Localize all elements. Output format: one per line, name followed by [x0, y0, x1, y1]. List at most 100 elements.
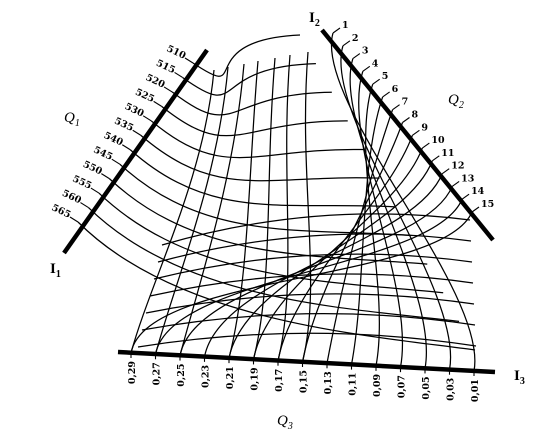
grid-curve-i1 [140, 134, 380, 182]
grid-curve-i1 [98, 192, 444, 294]
tick-label-I2: 4 [372, 58, 379, 69]
axis-I2 [320, 28, 495, 242]
tick-I2-12 [441, 168, 450, 175]
tick-I2-3 [352, 53, 361, 60]
tick-I2-15 [471, 206, 480, 213]
tick-I1-530 [142, 115, 152, 122]
tick-label-I1: 525 [133, 87, 156, 105]
tick-I1-540 [121, 144, 131, 151]
grid-curve-arc [157, 233, 472, 263]
tick-label-I2: 10 [431, 135, 445, 146]
grid-curve-i2 [350, 96, 384, 365]
tick-label-I2: 3 [362, 46, 369, 57]
grid-curve-vertical [130, 69, 215, 354]
tick-label-I1: 550 [81, 159, 104, 178]
grid-curve-arc [153, 253, 473, 280]
tick-label-I3: 0,19 [250, 367, 261, 391]
axis-label-Q2: Q2 [448, 92, 464, 111]
grid-curve-arc [137, 332, 477, 348]
grid-curve-i1 [108, 178, 428, 265]
tick-label-I1: 545 [92, 145, 115, 163]
grid-curve-i2 [358, 71, 404, 368]
tick-label-I1: 520 [144, 72, 167, 91]
grid-curve-vertical [277, 54, 291, 361]
tick-label-I2: 1 [342, 20, 349, 31]
tick-label-I3: 0,27 [152, 362, 163, 385]
tick-label-I2: 7 [402, 97, 409, 108]
grid-curve-i1 [119, 163, 412, 237]
grid-curve-vertical [252, 57, 276, 360]
tick-label-I3: 0,05 [421, 376, 432, 399]
tick-label-I2: 11 [441, 148, 454, 159]
scale-ticks [69, 27, 480, 376]
grid-curve-i1 [129, 149, 396, 208]
tick-label-I3: 0,29 [127, 361, 138, 385]
tick-label-I3: 0,13 [323, 371, 334, 394]
tick-label-I2: 12 [451, 161, 464, 172]
grid-curve-i1 [192, 34, 301, 77]
axis-label-Q3: Q3 [277, 413, 293, 432]
grid-curve-i2 [365, 83, 381, 366]
tick-I1-560 [80, 202, 89, 209]
grid-curve-arc [161, 213, 471, 246]
tick-I2-7 [392, 104, 400, 111]
grid-curve-i1 [150, 120, 364, 159]
grid-curve-i2 [130, 211, 473, 354]
tick-I2-8 [402, 117, 410, 123]
tick-label-I1: 565 [50, 202, 73, 220]
tick-label-I2: 9 [421, 122, 428, 133]
tick-label-I1: 540 [102, 130, 125, 149]
grid-curve-i2 [349, 58, 428, 369]
tick-I1-555 [90, 187, 100, 194]
tick-label-I3: 0,23 [201, 365, 212, 388]
axis-I1 [62, 48, 209, 255]
axis-label-I2: I2 [309, 10, 320, 29]
tick-label-I2: 5 [382, 71, 389, 82]
grid-curve-i2 [340, 45, 452, 370]
grid-curve-i1 [88, 207, 460, 322]
tick-I1-525 [153, 100, 162, 107]
tick-label-I1: 515 [154, 58, 177, 76]
tick-label-I2: 2 [352, 33, 359, 44]
grid-curve-vertical [179, 63, 245, 356]
grid-curve-arc [141, 313, 476, 331]
tick-label-I3: 0,07 [397, 375, 408, 398]
grid-curve-i2 [203, 173, 443, 357]
tick-I2-9 [412, 129, 420, 136]
tick-I1-535 [132, 129, 142, 136]
tick-I2-4 [362, 65, 371, 72]
axis-label-Q1: Q1 [64, 110, 80, 129]
tick-label-I3: 0,09 [372, 373, 383, 397]
tick-I2-10 [422, 142, 430, 149]
tick-I1-550 [101, 173, 110, 180]
axis-label-I3: I3 [514, 368, 525, 387]
tick-label-I2: 6 [392, 84, 399, 95]
tick-I2-13 [451, 180, 460, 187]
tick-label-I1: 560 [60, 188, 83, 207]
tick-I2-2 [342, 40, 351, 47]
grid-curve-i2 [330, 32, 476, 372]
tick-I1-520 [163, 86, 173, 93]
tick-label-I1: 530 [123, 101, 146, 120]
tick-label-I2: 13 [461, 173, 474, 184]
axis-I3 [117, 349, 496, 375]
tick-label-I2: 15 [481, 199, 494, 210]
tick-label-I3: 0,15 [299, 370, 310, 393]
grid-curve-vertical [154, 66, 229, 355]
grid-curve-i2 [277, 135, 414, 361]
grid-curve-i2 [326, 109, 394, 364]
grid-curve-i2 [179, 186, 453, 356]
tick-label-I3: 0,21 [225, 366, 236, 389]
tick-I2-14 [461, 193, 470, 200]
tick-label-I3: 0,11 [348, 373, 359, 396]
scale-tick-labels: 5105155205255305355405455505555605651234… [50, 20, 494, 402]
tick-label-I3: 0,25 [176, 364, 187, 387]
tick-label-I1: 535 [112, 116, 135, 134]
grid-curve-i2 [228, 160, 433, 359]
tick-label-I1: 510 [165, 43, 188, 62]
grid-curve-i1 [161, 105, 348, 137]
grid-curve-arc [149, 273, 474, 297]
tick-I2-5 [372, 78, 381, 85]
tick-I2-6 [382, 91, 390, 98]
